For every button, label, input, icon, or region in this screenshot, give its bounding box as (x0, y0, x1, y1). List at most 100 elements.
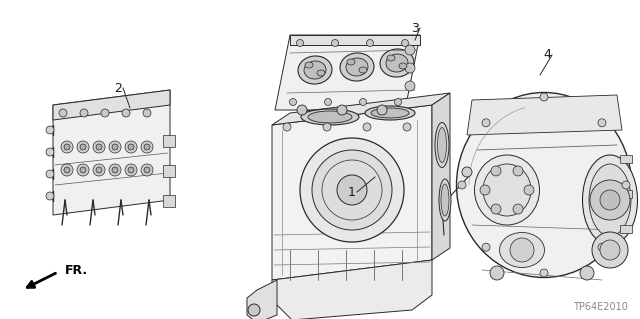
Ellipse shape (386, 54, 408, 72)
Ellipse shape (499, 233, 545, 268)
Circle shape (143, 109, 151, 117)
Circle shape (600, 190, 620, 210)
Ellipse shape (582, 155, 637, 245)
Circle shape (128, 144, 134, 150)
Circle shape (323, 123, 331, 131)
Circle shape (401, 40, 408, 47)
Polygon shape (53, 90, 170, 120)
Circle shape (283, 123, 291, 131)
Circle shape (462, 167, 472, 177)
Circle shape (46, 148, 54, 156)
Ellipse shape (308, 111, 352, 123)
Ellipse shape (371, 108, 409, 118)
Circle shape (80, 109, 88, 117)
Circle shape (59, 109, 67, 117)
Circle shape (482, 119, 490, 127)
Circle shape (248, 304, 260, 316)
Circle shape (458, 181, 466, 189)
Circle shape (125, 141, 137, 153)
Ellipse shape (301, 109, 359, 125)
Circle shape (510, 238, 534, 262)
Circle shape (101, 109, 109, 117)
Polygon shape (432, 93, 450, 260)
Circle shape (125, 164, 137, 176)
Circle shape (64, 167, 70, 173)
Ellipse shape (340, 53, 374, 81)
Text: 3: 3 (411, 21, 419, 34)
Circle shape (312, 150, 392, 230)
Circle shape (513, 166, 523, 176)
Ellipse shape (387, 55, 395, 61)
Circle shape (405, 63, 415, 73)
Circle shape (491, 166, 501, 176)
Ellipse shape (399, 63, 407, 69)
Circle shape (324, 99, 332, 106)
Circle shape (482, 243, 490, 251)
Circle shape (297, 105, 307, 115)
Ellipse shape (380, 49, 414, 77)
Text: 1: 1 (348, 186, 356, 198)
Circle shape (141, 141, 153, 153)
Circle shape (112, 167, 118, 173)
Ellipse shape (317, 70, 325, 76)
Ellipse shape (474, 155, 540, 225)
Ellipse shape (305, 62, 313, 68)
Circle shape (540, 93, 548, 101)
Circle shape (128, 167, 134, 173)
Circle shape (144, 167, 150, 173)
Circle shape (590, 180, 630, 220)
Circle shape (46, 126, 54, 134)
Polygon shape (272, 260, 432, 319)
Circle shape (332, 40, 339, 47)
Text: TP64E2010: TP64E2010 (573, 302, 628, 312)
Circle shape (580, 266, 594, 280)
Circle shape (61, 141, 73, 153)
Polygon shape (467, 95, 622, 135)
Bar (163, 195, 175, 207)
Circle shape (122, 109, 130, 117)
Circle shape (46, 170, 54, 178)
Text: 2: 2 (114, 81, 122, 94)
Circle shape (296, 40, 303, 47)
Circle shape (480, 185, 490, 195)
Circle shape (77, 141, 89, 153)
Circle shape (289, 99, 296, 106)
Ellipse shape (347, 59, 355, 65)
Circle shape (367, 40, 374, 47)
Ellipse shape (346, 58, 368, 76)
Ellipse shape (365, 106, 415, 120)
Circle shape (141, 164, 153, 176)
Circle shape (46, 192, 54, 200)
Bar (163, 135, 175, 147)
Circle shape (300, 138, 404, 242)
Ellipse shape (438, 128, 447, 162)
Circle shape (80, 167, 86, 173)
Circle shape (61, 164, 73, 176)
Ellipse shape (483, 164, 531, 216)
Ellipse shape (359, 67, 367, 73)
Ellipse shape (298, 56, 332, 84)
Circle shape (109, 164, 121, 176)
Circle shape (600, 240, 620, 260)
Circle shape (540, 269, 548, 277)
Circle shape (112, 144, 118, 150)
Circle shape (93, 141, 105, 153)
Text: FR.: FR. (65, 263, 88, 277)
Polygon shape (272, 93, 450, 125)
Polygon shape (290, 35, 420, 45)
Circle shape (337, 105, 347, 115)
Polygon shape (275, 35, 420, 110)
Circle shape (337, 175, 367, 205)
Text: 4: 4 (543, 48, 551, 62)
Circle shape (622, 181, 630, 189)
Circle shape (377, 105, 387, 115)
Bar (620, 225, 632, 233)
Circle shape (403, 123, 411, 131)
Circle shape (80, 144, 86, 150)
Polygon shape (272, 105, 432, 280)
Circle shape (360, 99, 367, 106)
Circle shape (491, 204, 501, 214)
Ellipse shape (589, 164, 631, 236)
Polygon shape (53, 90, 170, 215)
Ellipse shape (441, 184, 449, 216)
